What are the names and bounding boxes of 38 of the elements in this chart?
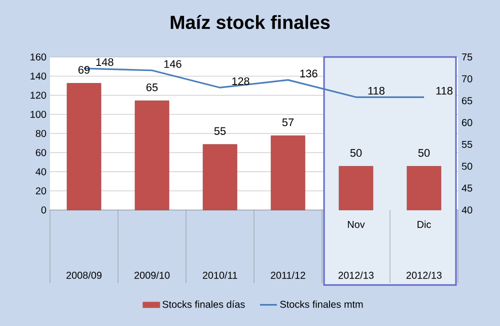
category-label: Nov 2012/13 <box>338 221 374 279</box>
y2-tick-label: 60 <box>462 119 472 126</box>
data-label: 65 <box>146 83 158 92</box>
y-tick-label: 120 <box>30 92 46 99</box>
y2-tick-label: 40 <box>462 206 472 214</box>
data-label: 50 <box>350 149 362 157</box>
data-label: 136 <box>300 70 318 78</box>
data-label: 50 <box>418 149 430 157</box>
data-label: 55 <box>214 127 226 135</box>
y-tick-label: 140 <box>30 72 46 80</box>
y2-tick-label: 55 <box>462 140 472 148</box>
y2-tick-label: 50 <box>462 162 472 170</box>
y-tick-label: 160 <box>30 53 46 61</box>
x-tick-label: 2008/09 <box>66 271 102 279</box>
y-tick-label: 0 <box>41 206 46 214</box>
data-label: 57 <box>282 118 294 126</box>
y2-tick-label: 45 <box>462 184 472 192</box>
legend-label: Stocks finales mtm <box>280 300 363 308</box>
category-label: Dic 2012/13 <box>406 220 442 279</box>
y-tick-label: 80 <box>36 130 46 138</box>
y-tick-label: 40 <box>36 168 46 176</box>
y2-tick-label: 75 <box>462 54 472 60</box>
data-label: 148 <box>96 58 114 66</box>
y-tick-label: 100 <box>30 110 46 118</box>
data-label: 146 <box>164 60 182 68</box>
y2-tick-label: 65 <box>462 97 472 104</box>
chart-title: Maíz stock finales <box>170 14 330 30</box>
legend-label: Stocks finales días <box>162 300 245 308</box>
data-label: 128 <box>232 77 250 86</box>
data-label: 69 <box>78 66 90 74</box>
y-tick-label: 60 <box>36 149 46 156</box>
y-tick-label: 20 <box>36 187 46 194</box>
data-label: 118 <box>436 86 453 95</box>
y2-tick-label: 70 <box>462 75 472 82</box>
data-label: 118 <box>368 86 385 95</box>
x-tick-label: 2010/11 <box>202 271 238 279</box>
x-tick-label: 2011/12 <box>270 271 306 279</box>
x-tick-label: 2009/10 <box>134 271 170 279</box>
